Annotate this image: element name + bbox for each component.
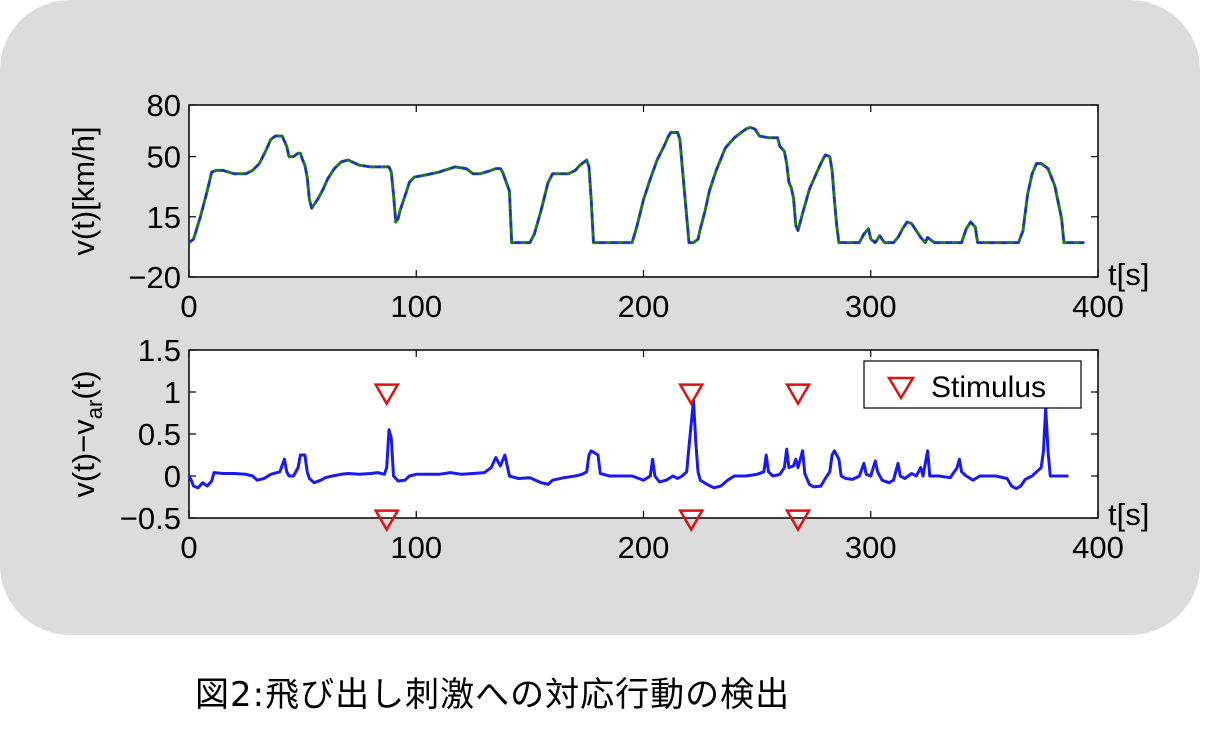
speed-x-tick-label: 0 — [180, 289, 197, 324]
speed-plot-area — [188, 104, 1099, 278]
deviation-series-group — [187, 398, 1069, 491]
deviation-y-tick-label: 0.5 — [138, 417, 181, 452]
legend-triangle-icon — [886, 376, 916, 401]
deviation-series-line-0 — [187, 398, 1069, 491]
speed-x-axis-label: t[s] — [1108, 257, 1149, 292]
deviation-x-tick-label: 300 — [845, 530, 897, 565]
deviation-x-ticks: 0 100 200 300 400 — [180, 350, 1124, 565]
speed-x-tick-label: 400 — [1072, 289, 1124, 324]
speed-series-line-1 — [188, 126, 1085, 244]
deviation-x-tick-label: 400 — [1072, 530, 1124, 565]
stimulus-marker — [678, 509, 705, 533]
speed-y-axis-label: v(t)[km/h] — [66, 126, 101, 255]
speed-series-group — [188, 125, 1085, 245]
stimulus-marker — [373, 383, 400, 407]
deviation-x-axis-label: t[s] — [1108, 497, 1149, 532]
stimulus-marker — [784, 509, 812, 533]
speed-y-tick-label: 15 — [147, 200, 181, 235]
legend-box — [863, 360, 1082, 409]
deviation-y-tick-label: 1 — [164, 375, 181, 410]
speed-x-tick-label: 100 — [390, 289, 442, 324]
speed-y-tick-label: 80 — [147, 88, 181, 123]
deviation-y-axis-label: v(t)−var(t) — [66, 370, 107, 497]
deviation-chart: 0 100 200 300 400 1.510.50−0.5 t[s] v(t)−var… — [66, 333, 1149, 565]
stimulus-markers — [373, 383, 812, 533]
speed-x-ticks: 0 100 200 300 400 — [180, 105, 1124, 324]
speed-chart: 0 100 200 300 400 80 50 15 −20 t[s] v(t)[km/h] — [66, 88, 1149, 324]
deviation-x-tick-label: 100 — [390, 530, 442, 565]
deviation-y-label-tail: (t) — [66, 370, 101, 399]
speed-y-ticks: 80 50 15 −20 — [128, 88, 1098, 295]
deviation-y-tick-label: 1.5 — [138, 333, 181, 368]
deviation-y-tick-label: −0.5 — [120, 501, 181, 536]
deviation-x-tick-label: 0 — [180, 530, 197, 565]
legend: Stimulus — [863, 360, 1082, 409]
speed-y-tick-label: 50 — [147, 140, 181, 175]
stimulus-marker — [373, 509, 400, 533]
deviation-y-label-sub: ar — [82, 400, 107, 420]
speed-x-tick-label: 200 — [618, 289, 670, 324]
deviation-x-tick-label: 200 — [618, 530, 670, 565]
speed-x-tick-label: 300 — [845, 289, 897, 324]
speed-y-tick-label: −20 — [128, 260, 181, 295]
figure-caption: 図2:飛び出し刺激への対応行動の検出 — [195, 675, 791, 715]
deviation-y-tick-label: 0 — [164, 459, 181, 494]
stimulus-marker — [784, 383, 812, 407]
stimulus-marker — [678, 383, 705, 407]
deviation-y-label-main: v(t)−v — [66, 419, 101, 498]
legend-label: Stimulus — [931, 371, 1046, 404]
deviation-y-ticks: 1.5 1 0.5 0 −0.5 — [120, 333, 1098, 536]
